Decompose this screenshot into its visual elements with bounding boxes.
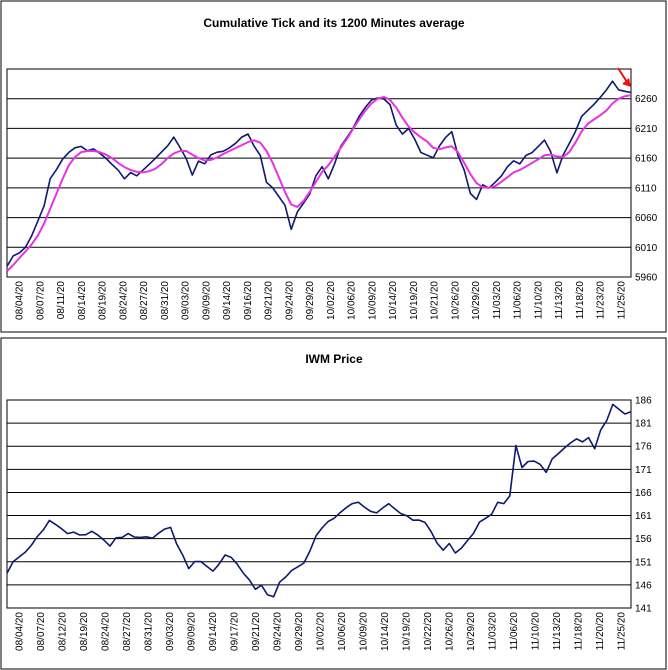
bottom-x-tick-label: 08/27/20 [122,612,133,651]
bottom-series-price-line [6,403,632,598]
bottom-x-tick-label: 09/21/20 [251,612,262,651]
top-x-tick-label: 11/03/20 [492,281,503,320]
bottom-x-tick-label: 09/03/20 [165,612,176,651]
bottom-y-tick-label: 166 [635,488,652,499]
bottom-x-tick-label: 10/19/20 [402,612,413,651]
bottom-y-tick-label: 176 [635,442,652,453]
bottom-x-tick-label: 11/13/20 [552,612,563,651]
bottom-y-tick-label: 141 [635,604,652,615]
top-x-tick-label: 08/31/20 [160,281,171,320]
top-x-tick-label: 10/26/20 [450,281,461,320]
bottom-x-tick-label: 10/29/20 [466,612,477,651]
bottom-chart-title: IWM Price [305,352,363,366]
top-x-tick-label: 08/24/20 [118,281,129,320]
bottom-x-tick-label: 11/06/20 [509,612,520,651]
top-x-tick-label: 09/24/20 [284,281,295,320]
bottom-x-tick-label: 09/09/20 [187,612,198,651]
bottom-x-tick-label: 11/03/20 [488,612,499,651]
top-y-tick-label: 6110 [635,183,657,194]
bottom-panel-frame [0,337,667,670]
top-y-tick-label: 6010 [635,243,658,254]
bottom-x-tick-label: 10/06/20 [337,612,348,651]
bottom-gridlines [7,422,631,586]
bottom-y-tick-label: 171 [635,465,652,476]
top-x-tick-label: 10/14/20 [388,281,399,320]
top-y-tick-label: 6210 [635,124,658,135]
bottom-y-tick-label: 186 [635,396,652,407]
top-y-tick-label: 6260 [635,94,658,105]
top-trend-arrowhead [622,78,631,87]
top-x-tick-label: 11/23/20 [596,281,607,320]
bottom-x-axis-ticks: 08/04/20 08/07/20 08/12/20 08/19/20 08/24/20… [15,612,628,651]
top-x-tick-label: 10/09/20 [367,281,378,320]
bottom-x-tick-label: 11/20/20 [595,612,606,651]
bottom-x-tick-label: 08/04/20 [15,612,26,651]
bottom-x-tick-label: 09/17/20 [230,612,241,651]
bottom-x-tick-label: 10/22/20 [423,612,434,651]
top-x-tick-label: 11/25/20 [617,281,628,320]
bottom-x-tick-label: 08/31/20 [144,612,155,651]
top-x-tick-label: 09/16/20 [243,281,254,320]
bottom-y-axis-ticks: 141 146 151 156 161 166 171 176 181 186 [635,396,652,615]
top-x-tick-label: 08/27/20 [139,281,150,320]
bottom-x-tick-label: 11/18/20 [574,612,585,651]
top-x-tick-label: 09/14/20 [222,281,233,320]
bottom-x-tick-label: 09/29/20 [294,612,305,651]
top-x-tick-label: 11/06/20 [513,281,524,320]
bottom-x-tick-label: 08/07/20 [36,612,47,651]
top-series-group [6,67,632,272]
top-y-tick-label: 5960 [635,273,658,284]
bottom-x-tick-label: 08/19/20 [79,612,90,651]
top-y-axis-ticks: 5960 6010 6060 6110 6160 6210 6260 [635,94,658,283]
bottom-x-tick-label: 10/02/20 [316,612,327,651]
bottom-y-tick-label: 156 [635,534,652,545]
top-x-tick-label: 10/02/20 [326,281,337,320]
top-x-tick-label: 11/18/20 [575,281,586,320]
bottom-x-tick-label: 10/09/20 [359,612,370,651]
top-x-tick-label: 10/06/20 [347,281,358,320]
top-x-tick-label: 09/03/20 [181,281,192,320]
bottom-x-tick-label: 10/14/20 [380,612,391,651]
top-trend-arrow [617,67,628,83]
top-series-average-line [6,94,632,272]
bottom-x-tick-label: 08/12/20 [58,612,69,651]
top-gridlines [7,98,631,248]
bottom-x-tick-label: 11/25/20 [617,612,628,651]
top-x-tick-label: 09/29/20 [305,281,316,320]
top-x-tick-label: 08/11/20 [56,281,67,320]
top-x-tick-label: 11/10/20 [533,281,544,320]
top-x-tick-label: 09/21/20 [264,281,275,320]
top-x-tick-label: 11/13/20 [554,281,565,320]
top-plot-area [6,68,632,278]
top-x-tick-label: 08/19/20 [98,281,109,320]
top-panel-frame [0,0,667,333]
top-x-axis-ticks: 08/04/20 08/07/20 08/11/20 08/14/20 08/19/20… [15,281,628,320]
bottom-series-group [6,403,632,598]
top-x-tick-label: 08/14/20 [77,281,88,320]
top-x-tick-label: 09/09/20 [201,281,212,320]
top-x-tick-label: 10/21/20 [430,281,441,320]
bottom-x-tick-label: 10/26/20 [445,612,456,651]
bottom-y-tick-label: 181 [635,419,652,430]
bottom-x-tick-label: 09/24/20 [273,612,284,651]
top-x-tick-label: 10/19/20 [409,281,420,320]
top-series-tick-line [6,80,632,267]
top-x-tick-label: 08/04/20 [15,281,26,320]
bottom-plot-area [6,399,632,609]
top-chart-title: Cumulative Tick and its 1200 Minutes ave… [203,16,465,30]
top-x-tick-label: 08/07/20 [35,281,46,320]
bottom-x-tick-label: 11/10/20 [531,612,542,651]
top-y-tick-label: 6160 [635,154,658,165]
bottom-x-tick-label: 09/14/20 [208,612,219,651]
bottom-y-tick-label: 161 [635,511,652,522]
bottom-y-tick-label: 146 [635,580,652,591]
top-x-tick-label: 10/29/20 [471,281,482,320]
bottom-y-tick-label: 151 [635,557,652,568]
bottom-x-tick-label: 08/24/20 [101,612,112,651]
top-y-tick-label: 6060 [635,213,658,224]
